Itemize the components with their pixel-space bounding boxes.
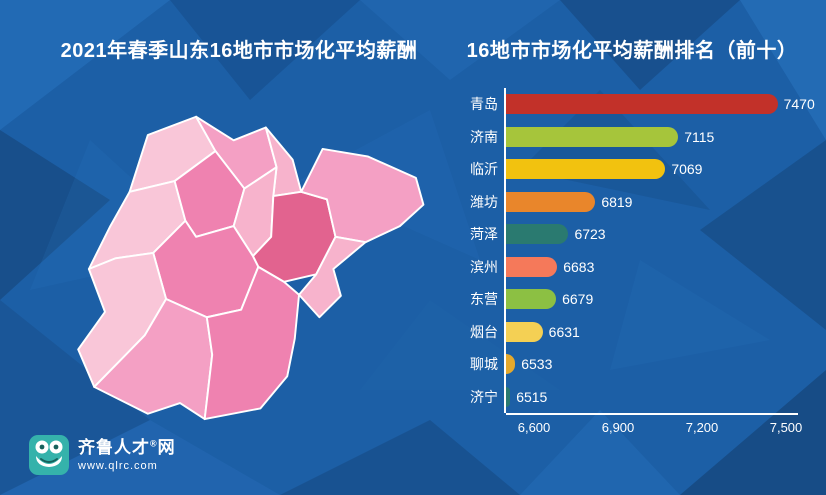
x-axis-line [506, 413, 798, 415]
city-label: 潍坊 [470, 193, 498, 210]
shandong-map [46, 96, 432, 442]
brand-name-suffix: 网 [157, 437, 176, 457]
bar-row-3: 临沂 7069 [470, 153, 818, 186]
x-axis-tick-label: 7,500 [769, 420, 803, 435]
value-bar [506, 94, 778, 115]
x-axis-tick-label: 7,200 [685, 420, 719, 435]
value-bar [506, 126, 679, 147]
bar-track: 6533 [506, 354, 816, 375]
right-title: 16地市市场化平均薪酬排名（前十） [466, 40, 798, 62]
bar-row-4: 潍坊 6819 [470, 186, 818, 219]
city-label: 聊城 [470, 356, 498, 373]
bar-row-7: 东营 6679 [470, 283, 818, 316]
x-axis-tick-label: 6,900 [601, 420, 635, 435]
salary-bar-chart: 青岛 7470 济南 7115 临沂 7069 潍坊 6819 菏泽 6723 滨州 6683 东营 66… [452, 88, 818, 442]
value-bar [506, 256, 558, 277]
x-axis-tick-label: 6,600 [517, 420, 551, 435]
value-bar [506, 191, 596, 212]
brand-name-text: 齐鲁人才 [78, 437, 150, 457]
value-bar [506, 321, 543, 342]
city-label: 烟台 [470, 323, 498, 340]
bar-track: 6723 [506, 224, 816, 245]
bar-row-1: 青岛 7470 [470, 88, 818, 121]
city-label: 临沂 [470, 161, 498, 178]
bar-track: 6515 [506, 386, 816, 407]
bar-value-label: 6515 [516, 388, 548, 405]
city-label: 济宁 [470, 388, 498, 405]
brand-website: www.qlrc.com [78, 460, 158, 473]
bar-row-2: 济南 7115 [470, 121, 818, 154]
map-region-9 [298, 235, 367, 319]
city-label: 滨州 [470, 258, 498, 275]
bar-value-label: 6683 [563, 258, 595, 275]
bar-value-label: 6723 [574, 226, 606, 243]
bar-track: 6631 [506, 321, 816, 342]
bar-track: 7115 [506, 126, 816, 147]
bar-value-label: 6631 [548, 323, 580, 340]
city-label: 东营 [470, 291, 498, 308]
registered-mark: ® [150, 438, 158, 449]
chart-rows: 青岛 7470 济南 7115 临沂 7069 潍坊 6819 菏泽 6723 滨州 6683 东营 66… [470, 88, 818, 414]
bar-value-label: 7470 [783, 96, 815, 113]
left-title: 2021年春季山东16地市市场化平均薪酬 [60, 40, 418, 62]
brand-name: 齐鲁人才®网 [78, 438, 176, 458]
city-label: 青岛 [470, 96, 498, 113]
city-label: 济南 [470, 128, 498, 145]
value-bar [506, 354, 516, 375]
map-region-8 [300, 147, 425, 244]
bar-value-label: 6679 [562, 291, 594, 308]
bar-value-label: 6533 [521, 356, 553, 373]
bar-row-10: 济宁 6515 [470, 381, 818, 414]
x-axis-ticks: 6,600 6,900 7,200 7,500 [506, 420, 818, 442]
value-bar [506, 289, 557, 310]
bar-value-label: 7115 [684, 128, 715, 145]
bar-track: 6679 [506, 289, 816, 310]
bar-value-label: 7069 [671, 161, 703, 178]
city-label: 菏泽 [470, 226, 498, 243]
bar-row-6: 滨州 6683 [470, 251, 818, 284]
bar-row-9: 聊城 6533 [470, 348, 818, 381]
bar-track: 7069 [506, 159, 816, 180]
brand-logo: 齐鲁人才®网 www.qlrc.com [28, 434, 176, 476]
bar-track: 6683 [506, 256, 816, 277]
bar-track: 6819 [506, 191, 816, 212]
bar-track: 7470 [506, 94, 816, 115]
bar-row-5: 菏泽 6723 [470, 218, 818, 251]
frog-logo-icon [29, 435, 69, 475]
shandong-map-svg [77, 115, 425, 421]
map-region-13 [203, 265, 301, 421]
value-bar [506, 386, 511, 407]
value-bar [506, 224, 569, 245]
value-bar [506, 159, 666, 180]
bar-value-label: 6819 [601, 193, 633, 210]
bar-row-8: 烟台 6631 [470, 316, 818, 349]
